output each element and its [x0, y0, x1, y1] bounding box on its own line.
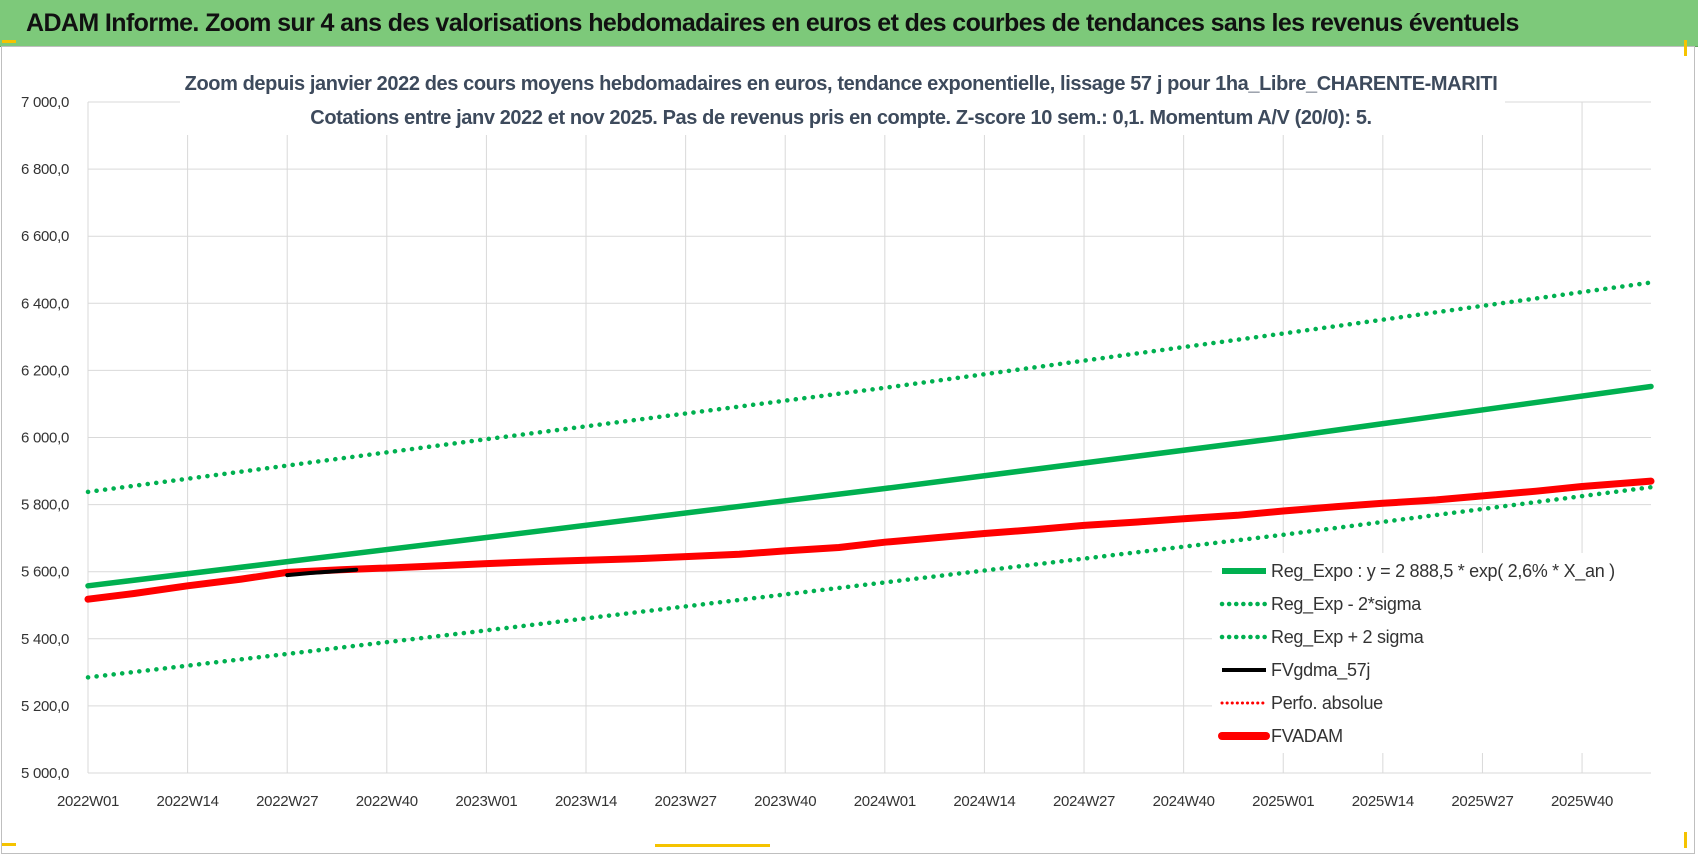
y-tick-label: 5 600,0 — [21, 564, 69, 581]
y-tick-label: 6 000,0 — [21, 430, 69, 447]
x-tick-label: 2024W40 — [1153, 793, 1215, 810]
series-line-0 — [85, 383, 1654, 589]
legend-label: FVADAM — [1271, 726, 1343, 746]
legend-background — [1212, 553, 1652, 753]
x-tick-label: 2025W40 — [1551, 793, 1613, 810]
y-tick-label: 5 400,0 — [21, 631, 69, 648]
y-axis-ticks: 7 000,0 6 800,0 6 600,0 6 400,0 6 200,0 6 000… — [21, 94, 69, 782]
corner-mark-bottom-right — [1684, 832, 1687, 848]
x-tick-label: 2025W27 — [1451, 793, 1513, 810]
y-tick-label: 5 800,0 — [21, 497, 69, 514]
y-tick-label: 7 000,0 — [21, 94, 69, 111]
x-tick-label: 2022W40 — [356, 793, 418, 810]
x-tick-label: 2024W14 — [953, 793, 1015, 810]
y-tick-label: 5 000,0 — [21, 765, 69, 782]
x-tick-label: 2022W14 — [157, 793, 219, 810]
legend-label: Reg_Exp + 2 sigma — [1271, 627, 1425, 648]
y-tick-label: 6 800,0 — [21, 161, 69, 178]
title-background — [180, 67, 1505, 135]
y-tick-label: 6 400,0 — [21, 295, 69, 312]
series-lines — [84, 280, 1655, 680]
x-axis-ticks: 2022W01 2022W14 2022W27 2022W40 2023W01 2023W… — [57, 793, 1613, 810]
x-tick-label: 2023W01 — [455, 793, 517, 810]
y-tick-label: 5 200,0 — [21, 698, 69, 715]
x-tick-label: 2022W01 — [57, 793, 119, 810]
corner-mark-bottom — [655, 844, 770, 847]
x-tick-label: 2024W01 — [854, 793, 916, 810]
legend-label: Perfo. absolue — [1271, 693, 1383, 713]
x-tick-label: 2023W40 — [754, 793, 816, 810]
chart-subtitle: Cotations entre janv 2022 et nov 2025. P… — [310, 107, 1371, 129]
legend-label: Reg_Expo : y = 2 888,5 * exp( 2,6% * X_a… — [1271, 561, 1615, 582]
legend-label: FVgdma_57j — [1271, 660, 1370, 681]
report-banner: ADAM Informe. Zoom sur 4 ans des valoris… — [0, 0, 1698, 47]
x-tick-label: 2025W14 — [1352, 793, 1414, 810]
chart-frame — [1, 46, 1695, 854]
x-tick-label: 2022W27 — [256, 793, 318, 810]
report-title: ADAM Informe. Zoom sur 4 ans des valoris… — [26, 9, 1519, 37]
x-tick-label: 2024W27 — [1053, 793, 1115, 810]
y-tick-label: 6 200,0 — [21, 362, 69, 379]
series-line-2 — [85, 280, 1654, 495]
x-tick-label: 2023W14 — [555, 793, 617, 810]
x-tick-label: 2025W01 — [1252, 793, 1314, 810]
x-tick-label: 2023W27 — [655, 793, 717, 810]
series-line-1 — [85, 484, 1654, 680]
chart-title: Zoom depuis janvier 2022 des cours moyen… — [185, 73, 1498, 95]
legend: Reg_Expo : y = 2 888,5 * exp( 2,6% * X_a… — [1212, 553, 1652, 753]
legend-label: Reg_Exp - 2*sigma — [1271, 594, 1422, 615]
corner-mark-left — [2, 40, 16, 43]
corner-mark-right — [1684, 40, 1687, 56]
series-line-3 — [285, 567, 359, 578]
corner-mark-bottom-left — [2, 843, 16, 846]
y-tick-label: 6 600,0 — [21, 228, 69, 245]
